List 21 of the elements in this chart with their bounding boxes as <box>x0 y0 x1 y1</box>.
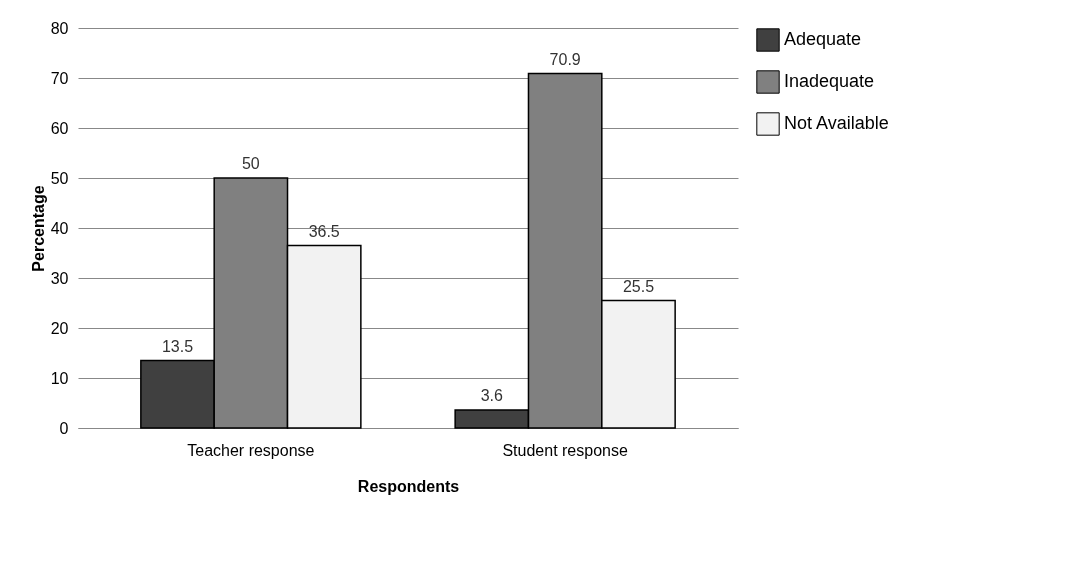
data-label: 50 <box>241 155 260 172</box>
legend-label: Not Available <box>784 113 889 133</box>
y-axis-title: Percentage <box>29 185 47 272</box>
y-tick-label: 60 <box>50 119 69 137</box>
x-tick-label: Teacher response <box>187 441 315 459</box>
y-tick-label: 0 <box>59 419 69 437</box>
data-label: 70.9 <box>549 50 581 68</box>
y-tick-label: 50 <box>50 169 69 187</box>
data-label: 13.5 <box>161 337 194 355</box>
y-tick-label: 80 <box>50 19 69 37</box>
y-tick-label: 10 <box>50 369 69 387</box>
legend-label: Adequate <box>784 29 862 49</box>
data-label: 3.6 <box>480 387 504 404</box>
data-label: 25.5 <box>622 277 655 295</box>
y-tick-label: 40 <box>50 219 69 237</box>
y-tick-label: 20 <box>50 319 69 337</box>
legend-label: Inadequate <box>784 71 875 91</box>
x-tick-label: Student response <box>502 441 628 459</box>
x-axis-title: Respondents <box>357 477 460 495</box>
y-tick-label: 70 <box>50 69 69 87</box>
y-tick-label: 30 <box>50 269 69 287</box>
